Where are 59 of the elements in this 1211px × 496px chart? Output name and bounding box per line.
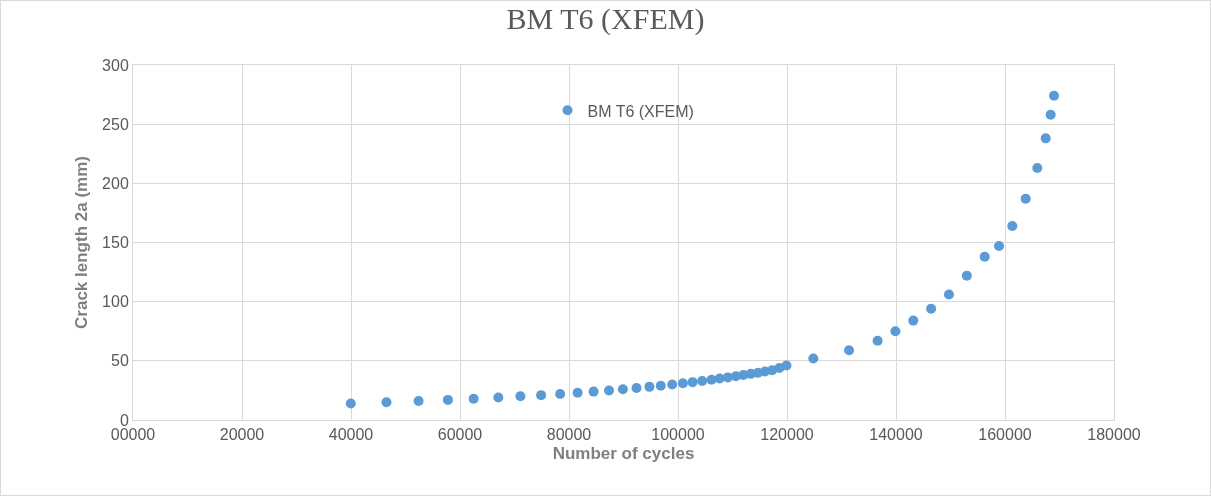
point — [677, 378, 688, 389]
point — [667, 379, 678, 390]
point — [890, 326, 901, 337]
x-axis-title: Number of cycles — [552, 443, 695, 463]
y-tick-label: 250 — [102, 115, 129, 133]
point — [961, 270, 972, 281]
point — [872, 335, 883, 346]
x-tick-label: 60000 — [437, 426, 483, 444]
point — [493, 392, 504, 403]
point — [345, 398, 356, 409]
x-tick-label: 140000 — [869, 426, 923, 444]
chart-title: BM T6 (XFEM) — [506, 2, 705, 37]
point — [588, 386, 599, 397]
y-tick-label: 0 — [119, 411, 129, 429]
point — [926, 303, 937, 314]
point — [572, 387, 583, 398]
y-tick-label: 100 — [102, 293, 129, 311]
point — [604, 385, 614, 396]
point — [468, 393, 479, 404]
point — [631, 383, 642, 394]
point — [1040, 133, 1051, 144]
point — [808, 353, 819, 364]
point — [1032, 162, 1043, 173]
x-tick-label: 120000 — [760, 426, 814, 444]
point — [413, 396, 424, 407]
point — [844, 345, 855, 356]
x-tick-label: 80000 — [546, 426, 592, 444]
point — [1049, 90, 1059, 101]
y-axis-title: Crack length 2a (mm) — [71, 156, 91, 329]
point — [555, 388, 566, 399]
x-tick-label: 40000 — [328, 426, 374, 444]
point — [994, 241, 1005, 252]
x-tick-label: 180000 — [1087, 426, 1141, 444]
point — [515, 391, 526, 402]
point — [781, 360, 792, 371]
point — [617, 384, 628, 395]
point — [979, 251, 990, 262]
x-tick-label: 100000 — [651, 426, 705, 444]
point — [655, 380, 666, 391]
point — [687, 377, 698, 388]
y-tick-label: 150 — [102, 234, 129, 252]
y-tick-label: 50 — [111, 352, 129, 370]
point — [442, 394, 453, 405]
y-tick-label: 300 — [102, 56, 129, 74]
point — [536, 390, 547, 401]
legend-label: BM T6 (XFEM) — [587, 102, 694, 120]
point — [1020, 193, 1031, 204]
point — [1045, 109, 1056, 120]
y-tick-label: 200 — [102, 174, 129, 192]
point — [697, 375, 708, 386]
x-tick-label: 00000 — [110, 426, 156, 444]
point — [908, 315, 919, 326]
point — [774, 362, 785, 373]
point — [943, 289, 954, 300]
x-tick-label: 160000 — [978, 426, 1032, 444]
x-tick-label: 20000 — [219, 426, 265, 444]
point — [1007, 220, 1018, 231]
point — [644, 381, 655, 392]
point — [381, 397, 392, 408]
